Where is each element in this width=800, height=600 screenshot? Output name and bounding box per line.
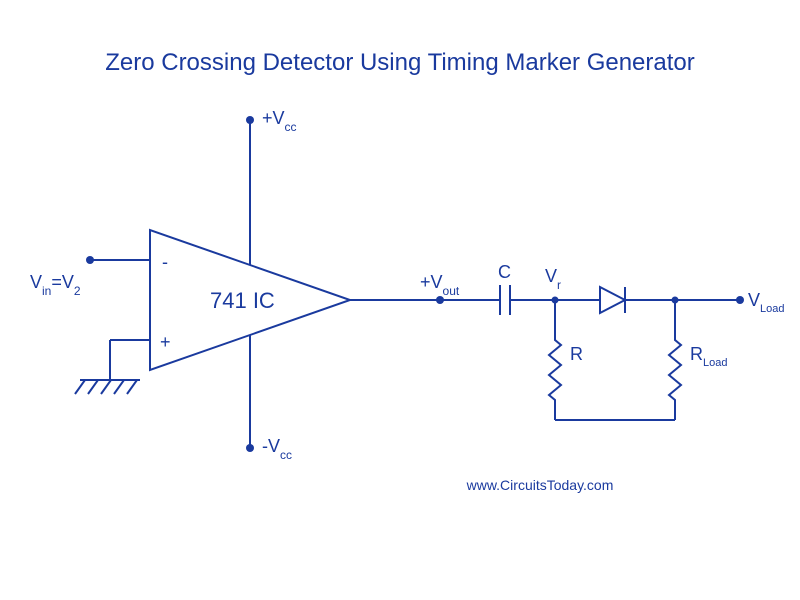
label-vin: Vin=V2 xyxy=(30,272,81,298)
label-vload: VLoad xyxy=(748,290,785,315)
label-c: C xyxy=(498,262,511,282)
label-vout: +Vout xyxy=(420,272,460,298)
ground-hatch xyxy=(101,380,111,394)
label-rload: RLoad xyxy=(690,344,727,369)
label-r: R xyxy=(570,344,583,364)
ground-hatch xyxy=(88,380,98,394)
ground-hatch xyxy=(114,380,124,394)
resistor-r xyxy=(549,330,561,410)
attribution: www.CircuitsToday.com xyxy=(466,477,614,493)
node-vcc-pos xyxy=(246,116,254,124)
node-vcc-neg xyxy=(246,444,254,452)
node-vload xyxy=(736,296,744,304)
diagram-title: Zero Crossing Detector Using Timing Mark… xyxy=(105,49,695,76)
ground-hatch xyxy=(127,380,137,394)
opamp-minus: - xyxy=(162,252,168,272)
ground-hatch xyxy=(75,380,85,394)
opamp-plus: + xyxy=(160,332,171,352)
diode-triangle xyxy=(600,287,625,313)
label-vcc-neg: -Vcc xyxy=(262,436,292,462)
node-vin xyxy=(86,256,94,264)
opamp-label: 741 IC xyxy=(210,288,275,313)
resistor-rload xyxy=(669,330,681,410)
label-vcc-pos: +Vcc xyxy=(262,108,297,134)
circuit-diagram: Zero Crossing Detector Using Timing Mark… xyxy=(0,0,800,600)
label-vr: Vr xyxy=(545,266,561,292)
